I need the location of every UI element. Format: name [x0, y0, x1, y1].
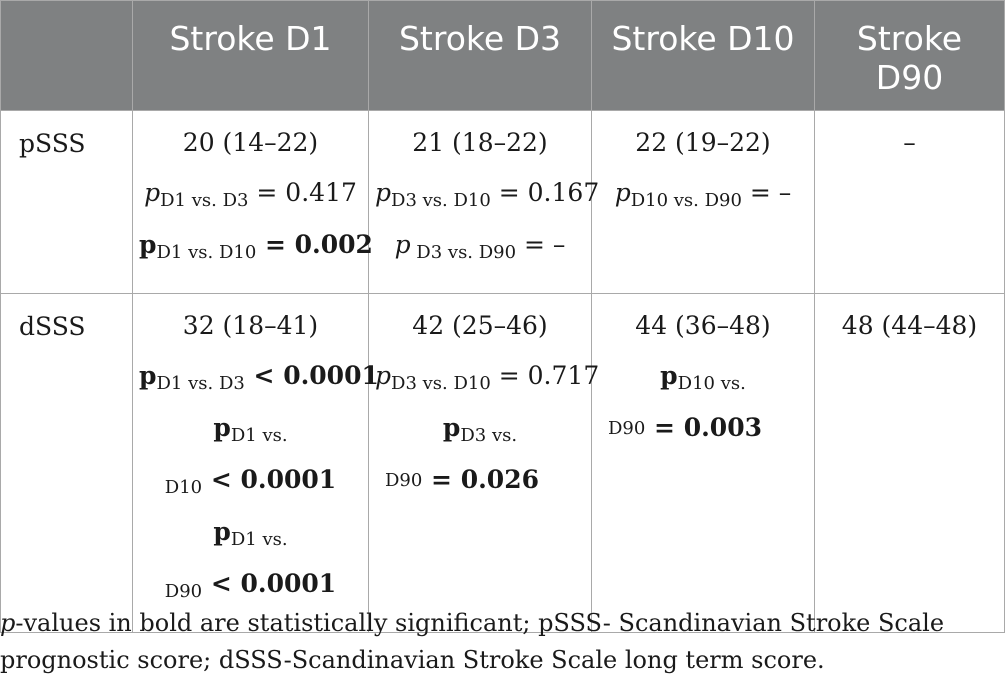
p-symbol: p: [394, 230, 411, 259]
p-value-line-continued: D90 < 0.0001: [139, 570, 362, 622]
p-relation: <: [202, 465, 241, 494]
p-value: 0.026: [460, 465, 539, 494]
comparison-subscript-continued: D90: [164, 581, 203, 602]
comparison-subscript: D3 vs. D90: [410, 242, 517, 263]
comparison-subscript-continued: D90: [385, 470, 423, 491]
p-symbol: p: [144, 178, 161, 207]
p-symbol: p: [442, 413, 461, 442]
comparison-subscript-continued: D90: [608, 418, 646, 439]
cell-value: 22 (19–22): [635, 128, 771, 157]
p-symbol: p: [375, 361, 392, 390]
cell-psss-d1: 20 (14–22) pD1 vs. D3 = 0.417 pD1 vs. D1…: [132, 110, 373, 294]
comparison-subscript: D1 vs. D3: [160, 190, 249, 211]
cell-dsss-d1: 32 (18–41) pD1 vs. D3 < 0.0001 pD1 vs. D…: [132, 293, 379, 633]
p-value-line: pD3 vs. D10 = 0.167: [375, 178, 599, 231]
footnote-p-symbol: p: [0, 609, 16, 637]
cell-value: 42 (25–46): [412, 311, 548, 340]
comparison-subscript: D3 vs.: [460, 425, 518, 446]
p-value-line-significant: pD1 vs. D10 = 0.002: [139, 230, 373, 283]
p-value: = –: [741, 178, 792, 207]
cell-value: 32 (18–41): [182, 311, 319, 340]
p-symbol: p: [375, 178, 392, 207]
p-value-line-continued: D10 < 0.0001: [139, 466, 362, 518]
p-symbol: p: [614, 178, 631, 207]
p-value-line: pD3 vs. D10 = 0.717: [375, 361, 599, 414]
p-symbol: p: [139, 361, 157, 390]
p-symbol: p: [139, 230, 157, 259]
comparison-subscript: D10 vs. D90: [630, 190, 742, 211]
row-label-psss: pSSS: [0, 110, 133, 294]
header-cell-blank: [0, 0, 133, 111]
p-value: 0.0001: [240, 465, 337, 494]
p-relation: =: [422, 465, 461, 494]
comparison-subscript-continued: D10: [164, 477, 203, 498]
p-value: 0.003: [683, 413, 762, 442]
comparison-subscript: D1 vs. D10: [156, 242, 257, 263]
p-value-line-continued: D90 = 0.026: [375, 466, 585, 518]
p-value: 0.002: [294, 230, 373, 259]
cell-psss-d10: 22 (19–22) pD10 vs. D90 = –: [591, 110, 815, 294]
comparison-subscript: D10 vs.: [677, 373, 746, 394]
cell-psss-d90: –: [814, 110, 1005, 294]
cell-dsss-d90: 48 (44–48): [814, 293, 1005, 633]
p-value: 0.0001: [283, 361, 379, 390]
p-value-line-significant: pD10 vs.: [598, 362, 808, 414]
p-value-line: pD1 vs. D3 = 0.417: [139, 179, 362, 231]
cell-value: 48 (44–48): [841, 311, 978, 340]
p-value: = 0.717: [490, 361, 600, 390]
header-cell-stroke-d3: Stroke D3: [368, 0, 592, 111]
comparison-subscript: D3 vs. D10: [391, 373, 491, 394]
header-cell-stroke-d90: Stroke D90: [814, 0, 1005, 111]
comparison-subscript: D1 vs.: [230, 425, 288, 446]
p-value-line-significant: pD1 vs.: [139, 414, 362, 466]
p-value-line-continued: D90 = 0.003: [598, 414, 808, 466]
table-row-psss: pSSS 20 (14–22) pD1 vs. D3 = 0.417 pD1 v…: [0, 110, 1005, 294]
p-symbol: p: [660, 361, 678, 390]
p-value-line: pD10 vs. D90 = –: [598, 179, 808, 231]
header-row: Stroke D1 Stroke D3 Stroke D10 Stroke D9…: [0, 0, 1005, 111]
p-value-line-significant: pD1 vs. D3 < 0.0001: [139, 361, 379, 414]
p-value: 0.0001: [240, 569, 337, 598]
cell-value: –: [903, 128, 916, 157]
p-symbol: p: [213, 413, 231, 442]
p-relation: =: [256, 230, 295, 259]
cell-value: 21 (18–22): [412, 128, 548, 157]
p-relation: <: [202, 569, 241, 598]
p-relation: <: [244, 361, 284, 390]
comparison-subscript: D3 vs. D10: [391, 190, 491, 211]
cell-dsss-d3: 42 (25–46) pD3 vs. D10 = 0.717 pD3 vs. D…: [368, 293, 599, 633]
p-value-line-significant: pD3 vs.: [375, 414, 585, 466]
comparison-subscript: D1 vs. D3: [156, 373, 245, 394]
p-value-line: p D3 vs. D90 = –: [375, 231, 585, 283]
cell-dsss-d10: 44 (36–48) pD10 vs. D90 = 0.003: [591, 293, 815, 633]
cell-value: 44 (36–48): [635, 311, 771, 340]
p-value-line-significant: pD1 vs.: [139, 518, 362, 570]
footnote-text: -values in bold are statistically signif…: [0, 609, 945, 674]
header-cell-stroke-d10: Stroke D10: [591, 0, 815, 111]
table-row-dsss: dSSS 32 (18–41) pD1 vs. D3 < 0.0001 pD1 …: [0, 293, 1005, 633]
p-value: = 0.167: [490, 178, 600, 207]
row-label-dsss: dSSS: [0, 293, 133, 633]
table-footnote: p-values in bold are statistically signi…: [0, 605, 1000, 679]
header-cell-stroke-d1: Stroke D1: [132, 0, 369, 111]
results-table: Stroke D1 Stroke D3 Stroke D10 Stroke D9…: [0, 0, 1005, 633]
p-value: = –: [516, 230, 566, 259]
cell-value: 20 (14–22): [182, 128, 319, 157]
p-symbol: p: [213, 517, 231, 546]
cell-psss-d3: 21 (18–22) pD3 vs. D10 = 0.167 p D3 vs. …: [368, 110, 599, 294]
p-value: = 0.417: [248, 178, 357, 207]
comparison-subscript: D1 vs.: [230, 529, 288, 550]
p-relation: =: [645, 413, 684, 442]
